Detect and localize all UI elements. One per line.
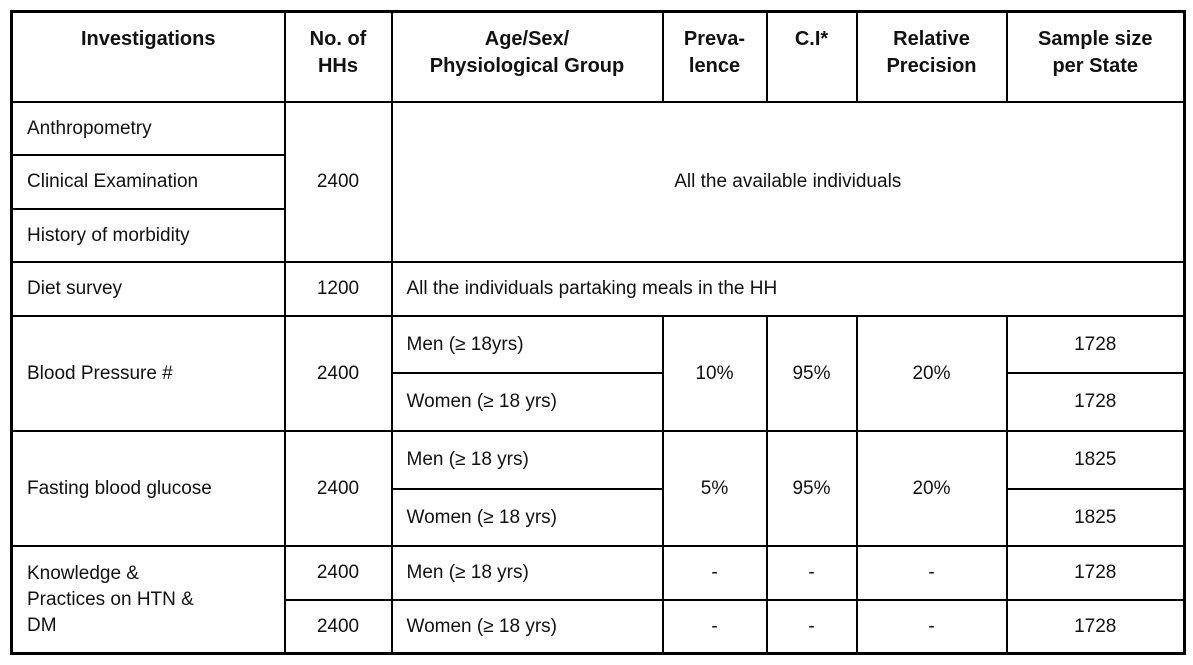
cell-investigation-anthropometry: Anthropometry <box>10 100 286 157</box>
cell-bp-ci: 95% <box>765 314 858 433</box>
row-knowledge-women: 2400 Women (≥ 18 yrs) - - - 1728 <box>12 598 1186 655</box>
row-history-of-morbidity: History of morbidity <box>10 207 1185 264</box>
cell-fbg-women-sample: 1825 <box>1005 487 1186 548</box>
cell-bp-women-group: Women (≥ 18 yrs) <box>390 372 664 433</box>
cell-fbg-relative-precision: 20% <box>855 430 1008 548</box>
header-age-sex-group: Age/Sex/ Physiological Group <box>390 10 664 103</box>
cell-knowledge-women-relative-precision: - <box>855 598 1008 655</box>
cell-diet-hhs: 1200 <box>283 261 393 317</box>
cell-knowledge-men-relative-precision: - <box>855 545 1008 601</box>
cell-knowledge-men-ci: - <box>765 545 858 601</box>
cell-knowledge-men-sample: 1728 <box>1005 545 1186 601</box>
row-diet-survey: Diet survey 1200 All the individuals par… <box>10 261 1186 317</box>
header-relative-precision: Relative Precision <box>855 10 1008 103</box>
row-anthropometry: Anthropometry 2400 All the available ind… <box>10 100 1186 264</box>
cell-knowledge-women-ci: - <box>765 598 858 655</box>
row-clinical-examination: Clinical Examination <box>10 154 1185 210</box>
row-blood-pressure-women: Women (≥ 18 yrs) 1728 <box>12 372 1186 433</box>
cell-fbg-investigation: Fasting blood glucose <box>10 430 286 548</box>
cell-fbg-men-group: Men (≥ 18 yrs) <box>390 430 664 490</box>
cell-general-note: All the available individuals <box>390 100 1186 264</box>
header-investigations: Investigations <box>10 10 286 103</box>
cell-knowledge-men-hhs: 2400 <box>283 545 393 601</box>
cell-bp-women-sample: 1728 <box>1005 372 1186 433</box>
cell-knowledge-women-sample: 1728 <box>1005 598 1186 655</box>
header-row: Investigations No. of HHs Age/Sex/ Physi… <box>10 10 1186 103</box>
cell-investigation-history-of-morbidity: History of morbidity <box>10 207 286 264</box>
row-fasting-glucose-men: Fasting blood glucose 2400 Men (≥ 18 yrs… <box>10 430 1186 548</box>
row-blood-pressure-men: Blood Pressure # 2400 Men (≥ 18yrs) 10% … <box>10 314 1186 433</box>
cell-diet-investigation: Diet survey <box>10 261 286 317</box>
cell-knowledge-women-prevalence: - <box>661 598 768 655</box>
header-sample-size: Sample size per State <box>1005 10 1186 103</box>
header-ci: C.I* <box>765 10 858 103</box>
cell-knowledge-women-group: Women (≥ 18 yrs) <box>390 598 664 655</box>
header-no-of-hhs: No. of HHs <box>283 10 393 103</box>
cell-fbg-hhs: 2400 <box>283 430 393 548</box>
cell-bp-men-sample: 1728 <box>1005 314 1186 375</box>
cell-bp-investigation: Blood Pressure # <box>10 314 286 433</box>
cell-knowledge-women-hhs: 2400 <box>283 598 393 655</box>
row-knowledge-men: Knowledge & Practices on HTN & DM 2400 M… <box>10 545 1186 655</box>
cell-bp-relative-precision: 20% <box>855 314 1008 433</box>
cell-fbg-ci: 95% <box>765 430 858 548</box>
cell-fbg-prevalence: 5% <box>661 430 768 548</box>
cell-bp-prevalence: 10% <box>661 314 768 433</box>
sampling-plan-table: Investigations No. of HHs Age/Sex/ Physi… <box>10 10 1186 655</box>
cell-general-hhs: 2400 <box>283 100 393 264</box>
cell-fbg-men-sample: 1825 <box>1005 430 1186 490</box>
header-prevalence: Preva- lence <box>661 10 768 103</box>
cell-investigation-clinical-examination: Clinical Examination <box>10 154 286 210</box>
cell-knowledge-men-group: Men (≥ 18 yrs) <box>390 545 664 601</box>
cell-diet-note: All the individuals partaking meals in t… <box>390 261 1186 317</box>
cell-fbg-women-group: Women (≥ 18 yrs) <box>390 487 664 548</box>
row-fasting-glucose-women: Women (≥ 18 yrs) 1825 <box>12 487 1186 548</box>
cell-bp-men-group: Men (≥ 18yrs) <box>390 314 664 375</box>
cell-knowledge-investigation: Knowledge & Practices on HTN & DM <box>10 545 286 655</box>
cell-bp-hhs: 2400 <box>283 314 393 433</box>
cell-knowledge-men-prevalence: - <box>661 545 768 601</box>
